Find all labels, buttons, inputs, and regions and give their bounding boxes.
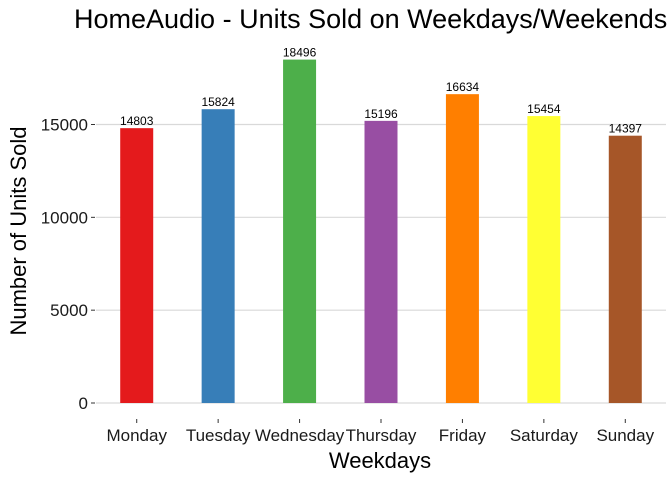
bar-wednesday (283, 59, 317, 403)
bar-friday (445, 94, 479, 404)
x-tick-label: Tuesday (186, 426, 251, 445)
x-axis-title: Weekdays (329, 448, 431, 473)
axis-layer: 0 5000 10000 15000 Monday Tuesday Wednesday Thu… (41, 116, 655, 446)
bar-monday (120, 128, 154, 403)
x-tick-label: Monday (106, 426, 167, 445)
bar-value-label: 18496 (283, 46, 317, 60)
y-tick-label: 10000 (41, 208, 88, 227)
x-tick-label: Wednesday (255, 426, 345, 445)
x-tick-label: Sunday (596, 426, 654, 445)
bar-layer (120, 59, 642, 404)
y-tick-label: 15000 (41, 116, 88, 135)
bar-tuesday (201, 109, 235, 404)
x-tick-label: Thursday (346, 426, 417, 445)
data-label-layer: 14803 15824 18496 15196 16634 15454 14397 (120, 46, 642, 136)
bar-value-label: 15454 (527, 102, 561, 116)
y-tick-label: 0 (79, 394, 88, 413)
bar-value-label: 15196 (364, 107, 398, 121)
bar-value-label: 15824 (201, 95, 235, 109)
x-tick-label: Friday (439, 426, 487, 445)
y-axis-title: Number of Units Sold (6, 126, 31, 335)
bar-value-label: 16634 (446, 80, 480, 94)
bar-thursday (364, 120, 398, 403)
bar-saturday (527, 116, 561, 403)
bar-sunday (608, 135, 642, 404)
x-tick-label: Saturday (510, 426, 579, 445)
bar-value-label: 14397 (609, 122, 643, 136)
y-tick-label: 5000 (50, 301, 88, 320)
chart-title: HomeAudio - Units Sold on Weekdays/Weeke… (74, 4, 667, 34)
bar-value-label: 14803 (120, 114, 154, 128)
